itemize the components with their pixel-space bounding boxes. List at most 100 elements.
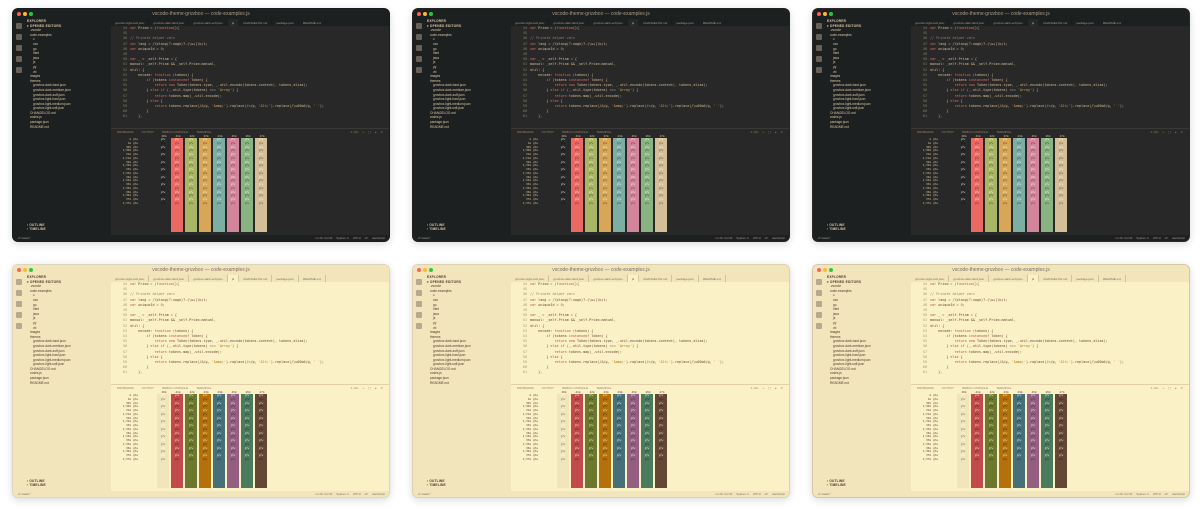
file-tree-item[interactable]: code-examples xyxy=(430,288,452,293)
editor-tab[interactable]: js xyxy=(1027,19,1040,26)
maximize-panel-icon[interactable]: ▴ xyxy=(774,130,777,134)
editor-tab[interactable]: CHANGELOG.md xyxy=(639,19,673,26)
editor-tab[interactable]: gruvbox-dark-soft.json xyxy=(989,19,1028,26)
file-tree-item[interactable]: codes.js xyxy=(830,115,842,120)
panel-tab[interactable]: PROBLEMS xyxy=(517,386,534,390)
file-tree-item[interactable]: c xyxy=(833,37,835,42)
editor-tab[interactable]: CHANGELOG.md xyxy=(1039,19,1073,26)
file-tree-item[interactable]: images xyxy=(830,74,841,79)
file-tree-item[interactable]: gruvbox-light-soft.json xyxy=(33,362,65,367)
editor-tab[interactable]: gruvbox-dark-soft.json xyxy=(989,275,1028,282)
file-tree-item[interactable]: vb xyxy=(833,69,837,74)
file-tree-item[interactable]: package.json xyxy=(30,120,49,125)
file-tree-item[interactable]: java xyxy=(833,311,839,316)
opened-editors-section[interactable]: ▾ OPENED EDITORS xyxy=(427,23,462,28)
source-control-icon[interactable] xyxy=(816,301,822,307)
maximize-button[interactable] xyxy=(829,268,833,272)
debug-icon[interactable] xyxy=(16,56,22,62)
file-tree-item[interactable]: .vscode xyxy=(430,284,441,289)
editor-tab[interactable]: gruvbox-dark-soft.json xyxy=(589,19,628,26)
maximize-button[interactable] xyxy=(429,268,433,272)
file-tree-item[interactable]: py xyxy=(433,320,437,325)
outline-section[interactable]: › OUTLINE xyxy=(827,478,845,483)
extensions-icon[interactable] xyxy=(816,67,822,73)
files-icon[interactable] xyxy=(816,279,822,285)
minimize-button[interactable] xyxy=(823,12,827,16)
file-tree-item[interactable]: gruvbox-light-hard.json xyxy=(33,97,66,102)
file-tree-item[interactable]: gruvbox-light-soft.json xyxy=(433,106,465,111)
status-item[interactable]: Spaces: 4 xyxy=(1136,492,1149,496)
files-icon[interactable] xyxy=(16,279,22,285)
file-tree-item[interactable]: gruvbox-light-medium.json xyxy=(33,357,71,362)
file-tree-item[interactable]: gruvbox-dark-medium.json xyxy=(33,343,71,348)
file-tree-item[interactable]: .vscode xyxy=(30,284,41,289)
file-tree-item[interactable]: package.json xyxy=(830,120,849,125)
split-terminal-icon[interactable]: ▢ xyxy=(768,130,771,134)
file-tree-item[interactable]: c xyxy=(33,37,35,42)
extensions-icon[interactable] xyxy=(16,323,22,329)
shell-selector[interactable]: 1: zsh xyxy=(1150,386,1159,390)
editor-tab[interactable]: CHANGELOG.md xyxy=(239,19,273,26)
panel-tab[interactable]: OUTPUT xyxy=(541,130,555,134)
outline-section[interactable]: › OUTLINE xyxy=(27,222,45,227)
file-tree-item[interactable]: css xyxy=(33,297,38,302)
file-tree-item[interactable]: gruvbox-dark-soft.json xyxy=(33,92,65,97)
status-item[interactable]: UTF-8 xyxy=(752,492,761,496)
file-tree-item[interactable]: code-examples xyxy=(30,32,52,37)
file-tree-item[interactable]: gruvbox-light-hard.json xyxy=(433,353,466,358)
git-branch[interactable]: ⎇ master* xyxy=(817,236,831,240)
file-tree-item[interactable]: py xyxy=(33,320,37,325)
file-tree-item[interactable]: py xyxy=(433,64,437,69)
file-tree-item[interactable]: gruvbox-dark-hard.json xyxy=(33,339,66,344)
status-item[interactable]: Spaces: 4 xyxy=(736,236,749,240)
file-tree-item[interactable]: gruvbox-light-hard.json xyxy=(833,97,866,102)
files-icon[interactable] xyxy=(416,23,422,29)
code-editor[interactable]: 44 var Prism = (function(){45 46// Private… xyxy=(511,282,789,384)
minimize-button[interactable] xyxy=(423,268,427,272)
status-item[interactable]: JavaScript xyxy=(371,236,385,240)
maximize-panel-icon[interactable]: ▴ xyxy=(774,386,777,390)
panel-tab[interactable]: DEBUG CONSOLE xyxy=(962,130,989,134)
status-item[interactable]: UTF-8 xyxy=(1152,492,1161,496)
file-tree-item[interactable]: js xyxy=(33,316,36,321)
panel-tab[interactable]: PROBLEMS xyxy=(917,386,934,390)
status-item[interactable]: LF xyxy=(764,236,768,240)
file-tree-item[interactable]: images xyxy=(830,330,841,335)
file-tree-item[interactable]: package.json xyxy=(30,376,49,381)
panel-tab[interactable]: DEBUG CONSOLE xyxy=(562,130,589,134)
git-branch[interactable]: ⎇ master* xyxy=(17,492,31,496)
file-tree-item[interactable]: go xyxy=(33,302,37,307)
editor-tab[interactable]: js xyxy=(227,275,240,282)
status-item[interactable]: UTF-8 xyxy=(1152,236,1161,240)
source-control-icon[interactable] xyxy=(16,45,22,51)
file-tree-item[interactable]: gruvbox-light-soft.json xyxy=(833,106,865,111)
file-tree-item[interactable]: css xyxy=(833,297,838,302)
file-tree-item[interactable]: java xyxy=(33,311,39,316)
maximize-button[interactable] xyxy=(29,268,33,272)
file-tree-item[interactable]: go xyxy=(433,46,437,51)
files-icon[interactable] xyxy=(416,279,422,285)
source-control-icon[interactable] xyxy=(816,45,822,51)
maximize-panel-icon[interactable]: ▴ xyxy=(1174,386,1177,390)
file-tree-item[interactable]: themes xyxy=(30,334,41,339)
file-tree-item[interactable]: gruvbox-dark-hard.json xyxy=(833,83,866,88)
file-tree-item[interactable]: codes.js xyxy=(30,115,42,120)
file-tree-item[interactable]: gruvbox-dark-hard.json xyxy=(33,83,66,88)
panel-tab[interactable]: OUTPUT xyxy=(141,130,155,134)
editor-tab[interactable]: README.md xyxy=(299,275,326,282)
add-terminal-icon[interactable]: + xyxy=(1162,130,1165,134)
file-tree-item[interactable]: gruvbox-dark-soft.json xyxy=(833,92,865,97)
code-editor[interactable]: 44 var Prism = (function(){45 46// Private… xyxy=(511,26,789,128)
minimize-button[interactable] xyxy=(23,12,27,16)
shell-selector[interactable]: 1: zsh xyxy=(350,386,359,390)
editor-tab[interactable]: gruvbox-dark-hard.json xyxy=(549,19,590,26)
file-tree-item[interactable]: codes.js xyxy=(430,115,442,120)
file-tree-item[interactable]: js xyxy=(433,60,436,65)
file-tree-item[interactable]: js xyxy=(33,60,36,65)
file-tree-item[interactable]: gruvbox-light-hard.json xyxy=(33,353,66,358)
opened-editors-section[interactable]: ▾ OPENED EDITORS xyxy=(427,279,462,284)
file-tree-item[interactable]: CHANGELOG.md xyxy=(830,110,856,115)
editor-tab[interactable]: js xyxy=(627,19,640,26)
file-tree-item[interactable]: css xyxy=(433,41,438,46)
panel-tab[interactable]: OUTPUT xyxy=(141,386,155,390)
